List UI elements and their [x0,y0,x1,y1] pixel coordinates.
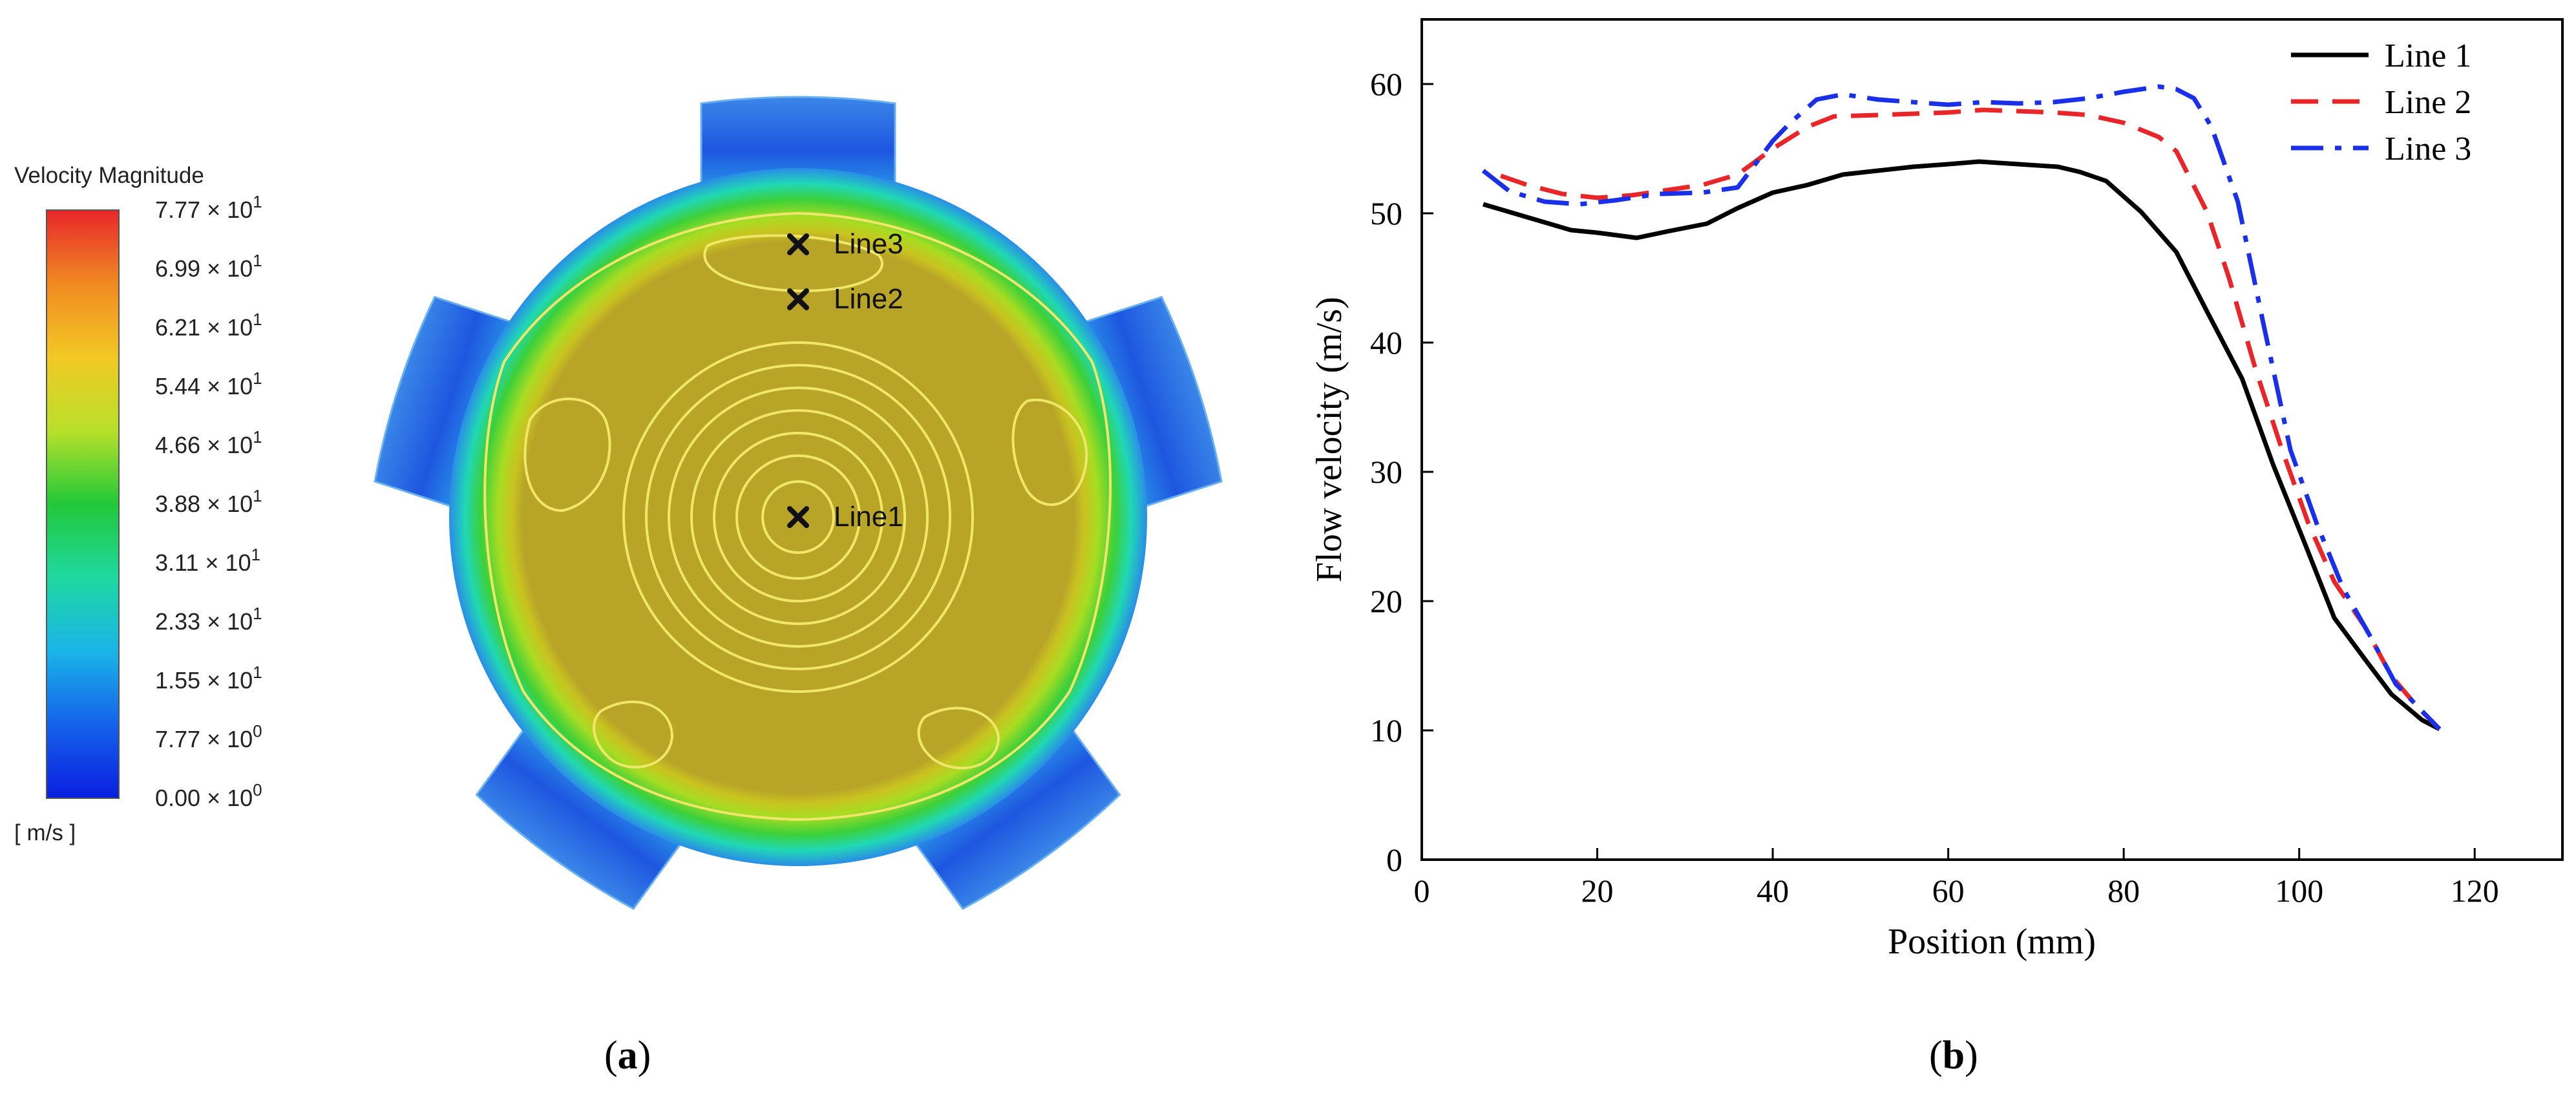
legend: Line 1 Line 2 Line 3 [2291,37,2471,167]
probe-marker-icon [787,233,809,255]
contour-blob [1011,398,1088,506]
inlet-port [908,720,1121,910]
series-line-line-3 [1481,84,2442,731]
colorbar-tick-label: 7.77 × 100 [155,721,262,752]
colorbar-tick-label: 6.21 × 101 [155,310,262,341]
x-tick-label: 120 [2451,873,2499,909]
colorbar-tick-label: 7.77 × 101 [155,192,262,223]
x-tick-label: 40 [1757,873,1789,909]
colorbar-tick-labels: 7.77 × 101 6.99 × 101 6.21 × 101 5.44 × 101… [155,192,262,811]
unit-label: [ m/s ] [14,820,76,845]
colorbar-tick-label: 6.99 × 101 [155,251,262,282]
series-line-line-2 [1500,107,2442,731]
axes: 0 20 40 60 80 100 120 0 10 20 30 40 50 60 [1370,66,2499,909]
inlet-port-body [700,96,896,195]
inlet-port [700,96,896,195]
y-tick-label: 30 [1370,454,1402,490]
inlet-ports [374,96,1223,910]
x-tick-label: 80 [2107,873,2140,909]
colorbar-tick-label: 3.88 × 101 [155,486,262,517]
y-tick-label: 60 [1370,66,1402,102]
colorbar-tick-label: 1.55 × 101 [155,663,262,694]
inlet-port [1074,295,1223,511]
y-tick-label: 0 [1386,842,1402,878]
contour-ring [713,432,883,602]
inlet-port-body [475,720,688,910]
contour-blob [703,234,883,293]
probe-marker: Line2 [787,283,903,315]
x-tick-label: 0 [1414,873,1430,909]
contour-blob [523,398,611,513]
colorbar [46,209,120,799]
probe-marker-icon [787,506,809,528]
y-axis-label: Flow velocity (m/s) [1309,297,1349,582]
colorbar-tick-label: 2.33 × 101 [155,604,262,635]
contour-ring [668,387,929,648]
y-tick-label: 20 [1370,583,1402,619]
probe-label: Line2 [834,283,903,315]
probe-markers: Line3 Line2 Line1 [787,228,903,533]
probe-label: Line1 [834,501,903,533]
plot-frame [1420,18,2564,861]
legend-label: Line 2 [2385,84,2471,121]
contour-ring [622,341,974,693]
probe-marker: Line1 [787,501,903,533]
panel-a: Velocity Magnitude 7.77 × 101 6.99 × 101 6… [14,96,1223,1077]
probe-marker-icon [787,288,809,310]
legend-label: Line 1 [2385,37,2471,74]
probe-label: Line3 [834,228,903,260]
contour-ring [735,454,861,580]
contour-blob [593,701,674,769]
inlet-port-body [374,295,522,511]
legend-label: Line 3 [2385,131,2471,167]
probe-marker: Line3 [787,228,903,260]
series-line-line-1 [1483,159,2441,732]
colorbar-tick-label: 5.44 × 101 [155,368,262,399]
colorbar-tick-label: 0.00 × 100 [155,780,262,811]
caption-b: (b) [1929,1034,1978,1077]
inlet-port [374,295,522,511]
y-tick-label: 10 [1370,712,1402,748]
x-tick-label: 60 [1932,873,1965,909]
inlet-port [475,720,688,910]
core-contour [483,211,1112,822]
contour-ring [761,480,835,554]
contour-ring [690,409,906,625]
y-tick-label: 40 [1370,324,1402,361]
x-tick-label: 20 [1581,873,1614,909]
x-tick-label: 100 [2275,873,2323,909]
inlet-port-body [908,720,1121,910]
colorbar-tick-label: 4.66 × 101 [155,427,262,458]
contour-blob [917,706,1000,770]
contour-ring [645,364,951,670]
caption-a: (a) [604,1034,651,1077]
colorbar-tick-label: 3.11 × 101 [155,545,260,576]
x-axis-label: Position (mm) [1888,922,2096,962]
inlet-port-body [1074,295,1223,511]
y-tick-label: 50 [1370,195,1402,231]
velocity-contour-rings [622,341,974,693]
series-group [1481,84,2442,732]
legend-title: Velocity Magnitude [14,163,204,188]
